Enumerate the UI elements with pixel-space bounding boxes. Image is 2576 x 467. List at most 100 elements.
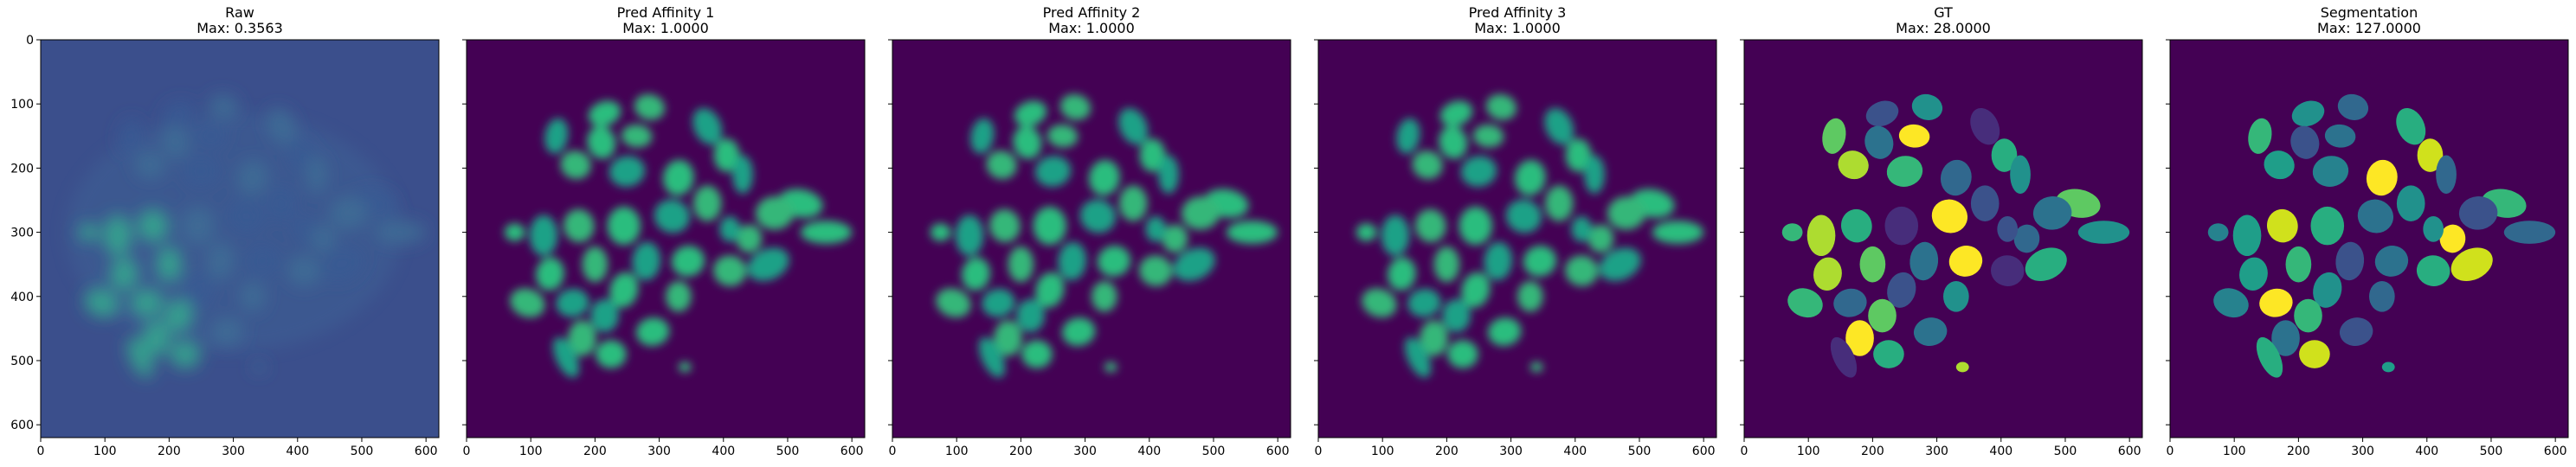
cell-blob bbox=[1362, 288, 1397, 318]
cell-blob bbox=[2503, 221, 2556, 244]
x-tick-label: 500 bbox=[1628, 445, 1652, 458]
cell-blob bbox=[2266, 208, 2298, 243]
cell-blob bbox=[1970, 107, 2000, 145]
y-tick-label: 600 bbox=[10, 419, 34, 432]
cell-blob bbox=[635, 317, 670, 347]
cell-blob bbox=[2450, 247, 2493, 282]
cell-blob bbox=[1158, 155, 1179, 195]
x-tick-label: 100 bbox=[945, 445, 969, 458]
cell-blob bbox=[1447, 340, 1478, 368]
cell-blob bbox=[982, 288, 1015, 317]
cell-blob bbox=[267, 185, 296, 221]
cell-blob bbox=[1599, 247, 1641, 282]
x-tick-label: 100 bbox=[1797, 445, 1820, 458]
cell-blob bbox=[609, 272, 639, 308]
cell-blob bbox=[1046, 124, 1079, 148]
cell-group bbox=[504, 93, 853, 378]
cell-blob bbox=[130, 288, 164, 317]
cell-blob bbox=[1898, 124, 1930, 148]
cell-blob bbox=[252, 361, 266, 373]
x-tick-label: 100 bbox=[2223, 445, 2246, 458]
cell-blob bbox=[1864, 125, 1894, 159]
cell-blob bbox=[306, 155, 327, 195]
cell-blob bbox=[142, 320, 171, 356]
cell-blob bbox=[2239, 257, 2268, 291]
cell-blob bbox=[1484, 241, 1513, 281]
cell-blob bbox=[1840, 208, 1872, 243]
cell-blob bbox=[962, 257, 990, 291]
x-tick-label: 0 bbox=[1315, 445, 1323, 458]
panel-subtitle: Max: 0.3563 bbox=[196, 20, 283, 36]
y-tick-label: 300 bbox=[10, 227, 34, 240]
cell-blob bbox=[119, 118, 143, 154]
x-tick-label: 600 bbox=[840, 445, 864, 458]
cell-blob bbox=[1460, 156, 1497, 187]
cell-blob bbox=[1058, 241, 1087, 281]
cell-blob bbox=[2285, 246, 2312, 283]
cell-blob bbox=[126, 336, 154, 378]
cell-blob bbox=[137, 208, 169, 243]
cell-blob bbox=[1845, 320, 1874, 356]
cell-blob bbox=[1487, 317, 1522, 347]
cell-blob bbox=[560, 150, 591, 180]
cell-blob bbox=[2313, 272, 2342, 308]
cell-blob bbox=[2337, 93, 2369, 120]
cell-blob bbox=[587, 125, 616, 159]
cell-blob bbox=[1173, 247, 1215, 282]
x-tick-label: 400 bbox=[712, 445, 735, 458]
cell-blob bbox=[632, 241, 661, 281]
cell-blob bbox=[732, 155, 753, 195]
cell-blob bbox=[1008, 246, 1034, 283]
cell-blob bbox=[1806, 214, 1836, 257]
x-tick-label: 200 bbox=[158, 445, 181, 458]
cell-blob bbox=[678, 361, 692, 373]
cell-blob bbox=[1652, 221, 1704, 244]
cell-blob bbox=[195, 124, 227, 148]
cell-blob bbox=[800, 221, 853, 244]
cell-blob bbox=[662, 159, 694, 196]
x-tick-label: 500 bbox=[2480, 445, 2503, 458]
cell-group bbox=[1356, 93, 1704, 378]
image-area bbox=[1318, 40, 1716, 438]
axes-frame bbox=[1743, 39, 2143, 438]
cell-blob bbox=[240, 280, 266, 312]
cell-blob bbox=[1412, 150, 1443, 180]
cell-blob bbox=[1414, 208, 1446, 243]
y-tick-label: 100 bbox=[10, 98, 34, 112]
cell-blob bbox=[634, 93, 666, 120]
cell-blob bbox=[1388, 257, 1416, 291]
cell-blob bbox=[590, 298, 619, 333]
cell-blob bbox=[1787, 288, 1823, 318]
cell-blob bbox=[755, 196, 795, 230]
cell-blob bbox=[1442, 298, 1471, 333]
cell-blob bbox=[2396, 185, 2425, 221]
cell-blob bbox=[2335, 241, 2365, 281]
image-area bbox=[467, 40, 865, 438]
panel-title: Raw bbox=[225, 4, 254, 21]
cell-blob bbox=[1530, 361, 1543, 373]
cell-blob bbox=[1813, 257, 1842, 291]
panel-title: Segmentation bbox=[2321, 4, 2418, 21]
cell-blob bbox=[2369, 280, 2395, 312]
cell-blob bbox=[329, 196, 369, 230]
cell-blob bbox=[1118, 185, 1148, 221]
cell-blob bbox=[1544, 185, 1574, 221]
cell-blob bbox=[563, 208, 595, 243]
cell-blob bbox=[1887, 272, 1916, 308]
cell-blob bbox=[1911, 93, 1943, 120]
panel-title: Pred Affinity 2 bbox=[1043, 4, 1141, 21]
panel-subtitle: Max: 1.0000 bbox=[1048, 20, 1135, 36]
cell-blob bbox=[510, 288, 545, 318]
cell-blob bbox=[621, 124, 653, 148]
cell-blob bbox=[692, 107, 723, 145]
cell-blob bbox=[1118, 107, 1149, 145]
cell-blob bbox=[936, 288, 971, 318]
cell-blob bbox=[607, 206, 641, 246]
cell-blob bbox=[1873, 340, 1904, 368]
cell-blob bbox=[1059, 93, 1092, 120]
cell-blob bbox=[209, 317, 244, 347]
x-tick-label: 400 bbox=[1563, 445, 1587, 458]
cell-blob bbox=[208, 93, 240, 120]
